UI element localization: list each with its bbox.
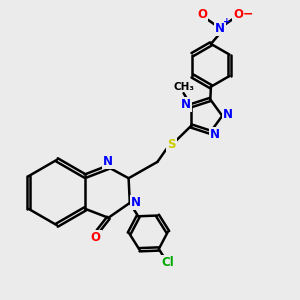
Text: CH₃: CH₃ xyxy=(173,82,194,92)
Text: S: S xyxy=(167,138,176,151)
Text: N: N xyxy=(223,108,232,121)
Text: O: O xyxy=(233,8,243,21)
Text: N: N xyxy=(103,155,113,168)
Text: −: − xyxy=(243,8,253,21)
Text: N: N xyxy=(210,128,220,141)
Text: Cl: Cl xyxy=(161,256,174,269)
Text: O: O xyxy=(91,231,100,244)
Text: N: N xyxy=(131,196,141,209)
Text: O: O xyxy=(197,8,207,21)
Text: N: N xyxy=(181,98,191,111)
Text: N: N xyxy=(215,22,225,34)
Text: +: + xyxy=(223,17,230,26)
